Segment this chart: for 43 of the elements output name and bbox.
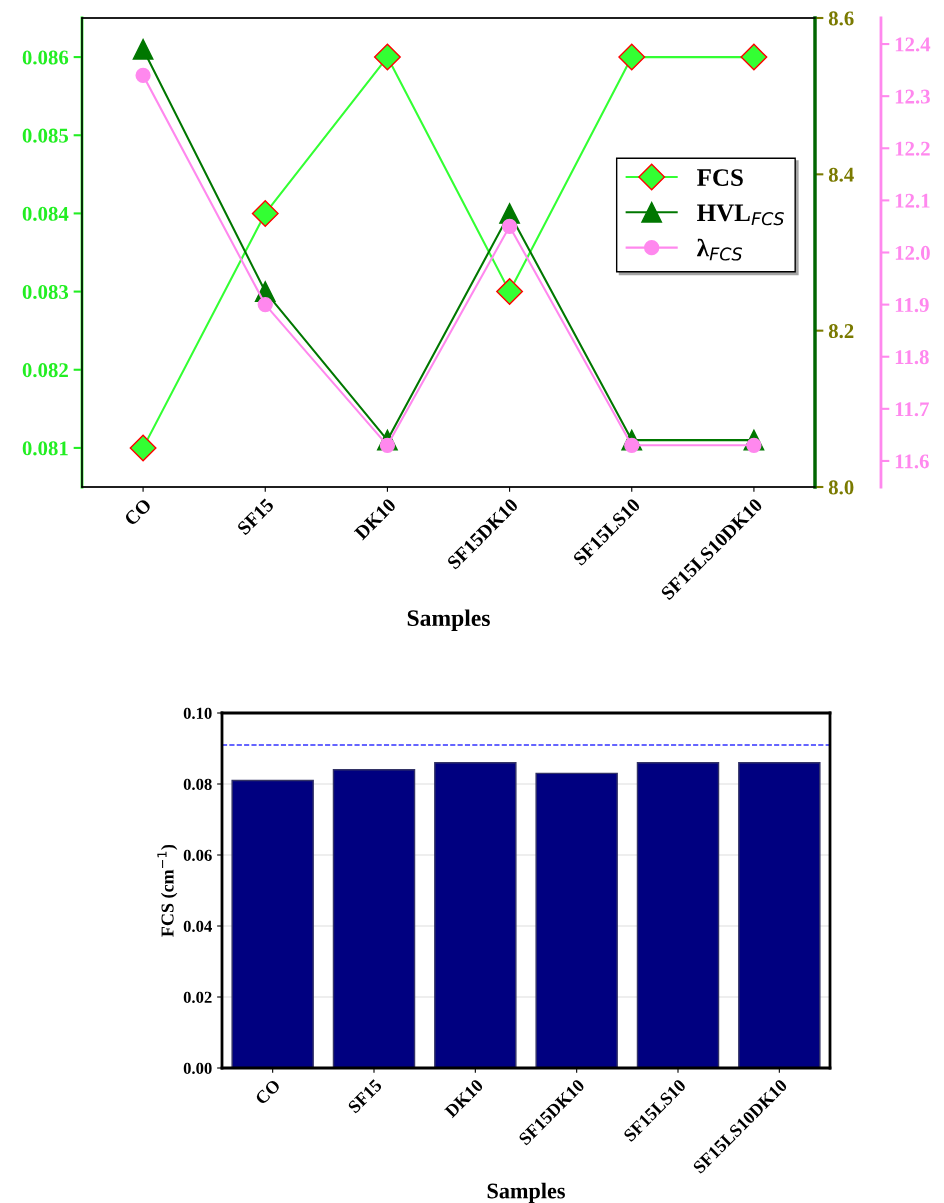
y2-tick-label: 8.0: [828, 480, 854, 495]
y-tick-label: 0.082: [22, 363, 68, 378]
y3-tick-label: 12.3: [895, 89, 930, 104]
y-tick-label: 0.085: [22, 128, 69, 143]
point: [373, 43, 401, 71]
y3-tick-label: 11.9: [895, 298, 929, 313]
legend-label: FCS: [697, 169, 743, 186]
y3-tick-label: 12.4: [895, 37, 931, 52]
point: [496, 278, 524, 306]
point: [257, 296, 273, 313]
y3-tick-label: 11.8: [895, 350, 929, 365]
y-tick-label: 0.081: [22, 441, 68, 456]
y2-tick-label: 8.2: [828, 324, 854, 339]
y-tick-label: 0.083: [22, 284, 69, 300]
y-tick-label: 0.086: [22, 50, 69, 65]
y3-tick-label: 11.6: [895, 454, 929, 469]
y3-tick-label: 12.1: [895, 193, 930, 208]
legend-label: λ$_{FCS}$: [696, 238, 743, 261]
x-tick-label: CO: [123, 497, 153, 527]
x-axis-title: Samples: [407, 609, 490, 631]
point: [501, 218, 518, 235]
y-tick-label: 0.10: [183, 707, 212, 720]
y3-tick-label: 11.7: [895, 402, 929, 417]
y-tick-label: 0.04: [183, 920, 212, 933]
y2-tick-label: 8.6: [828, 11, 854, 26]
y-tick-label: 0.08: [183, 778, 212, 791]
point: [129, 434, 157, 462]
y3-tick-label: 12.2: [895, 141, 930, 156]
point: [135, 67, 151, 83]
point: [618, 43, 646, 71]
y-tick-label: 0.084: [22, 206, 69, 221]
point: [740, 43, 768, 71]
point: [132, 38, 154, 60]
x-tick-label: CO: [254, 1078, 282, 1106]
point: [251, 199, 279, 227]
x-axis-title: Samples: [487, 1182, 565, 1203]
legend-label: HVL$_{FCS}$: [697, 204, 784, 226]
y-tick-label: 0.06: [183, 849, 212, 862]
y-tick-label: 0.02: [183, 991, 212, 1004]
y-axis-title: FCS (cm$^{−1}$): [157, 844, 178, 937]
y-tick-label: 0.00: [183, 1062, 212, 1075]
y2-tick-label: 8.4: [828, 167, 854, 182]
y3-tick-label: 12.0: [895, 245, 930, 261]
